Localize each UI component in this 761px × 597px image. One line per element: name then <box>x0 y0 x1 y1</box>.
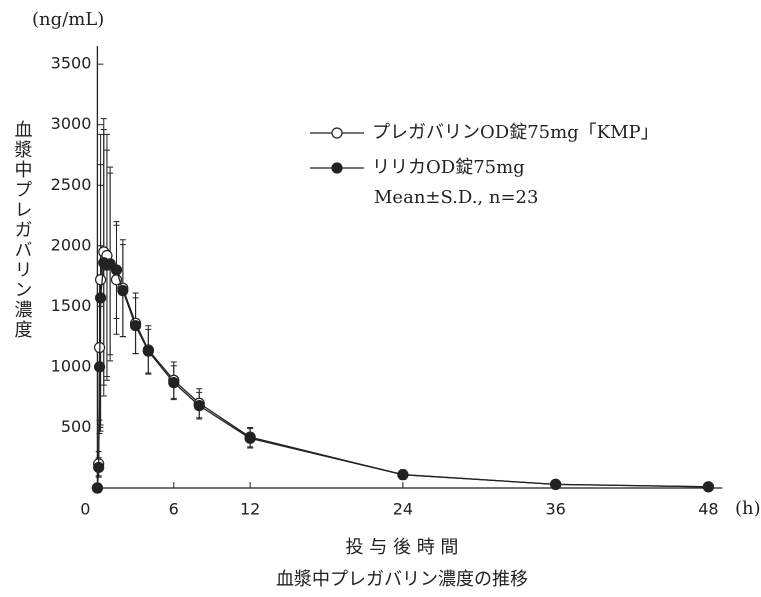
marker <box>94 274 107 286</box>
marker <box>550 478 562 490</box>
marker <box>129 320 142 332</box>
x-tick-label: 36 <box>545 500 565 519</box>
y-tick-label: 1000 <box>51 356 92 375</box>
y-axis-label: 血漿中プレガバリン濃度 <box>12 120 33 340</box>
marker <box>142 345 154 357</box>
y-unit: (ng/mL) <box>32 9 104 30</box>
marker <box>117 285 129 297</box>
x-tick-label: 24 <box>393 500 413 519</box>
series-line <box>96 261 709 489</box>
marker <box>94 292 107 304</box>
marker <box>397 469 409 481</box>
y-tick-label: 500 <box>61 417 92 436</box>
x-tick-label: 12 <box>240 500 260 519</box>
y-tick-label: 3000 <box>51 114 92 133</box>
legend-label: リリカOD錠75mg <box>372 157 525 178</box>
marker <box>168 377 180 389</box>
marker <box>93 361 106 373</box>
y-tick-label: 2500 <box>51 175 92 194</box>
marker <box>193 400 205 412</box>
marker <box>91 482 104 494</box>
x-axis-label: 投 与 後 時 間 <box>346 537 459 558</box>
marker <box>93 461 105 474</box>
series-line <box>96 250 709 489</box>
y-tick-label: 2000 <box>51 235 92 254</box>
y-tick-label: 1500 <box>51 296 92 315</box>
x-tick-label: 6 <box>169 500 179 519</box>
legend-marker <box>331 127 343 139</box>
marker <box>702 481 715 493</box>
x-tick-label: 48 <box>698 500 718 519</box>
y-tick-label: 3500 <box>51 54 92 73</box>
x-tick-label: 0 <box>80 500 90 519</box>
marker <box>110 264 123 276</box>
legend-label: プレガバリンOD錠75mg「KMP」 <box>372 122 659 143</box>
x-unit: (h) <box>735 498 761 519</box>
caption: 血漿中プレガバリン濃度の推移 <box>276 569 528 590</box>
legend-marker <box>331 162 343 174</box>
marker <box>244 432 256 444</box>
annotation: Mean±S.D., n=23 <box>374 187 538 208</box>
